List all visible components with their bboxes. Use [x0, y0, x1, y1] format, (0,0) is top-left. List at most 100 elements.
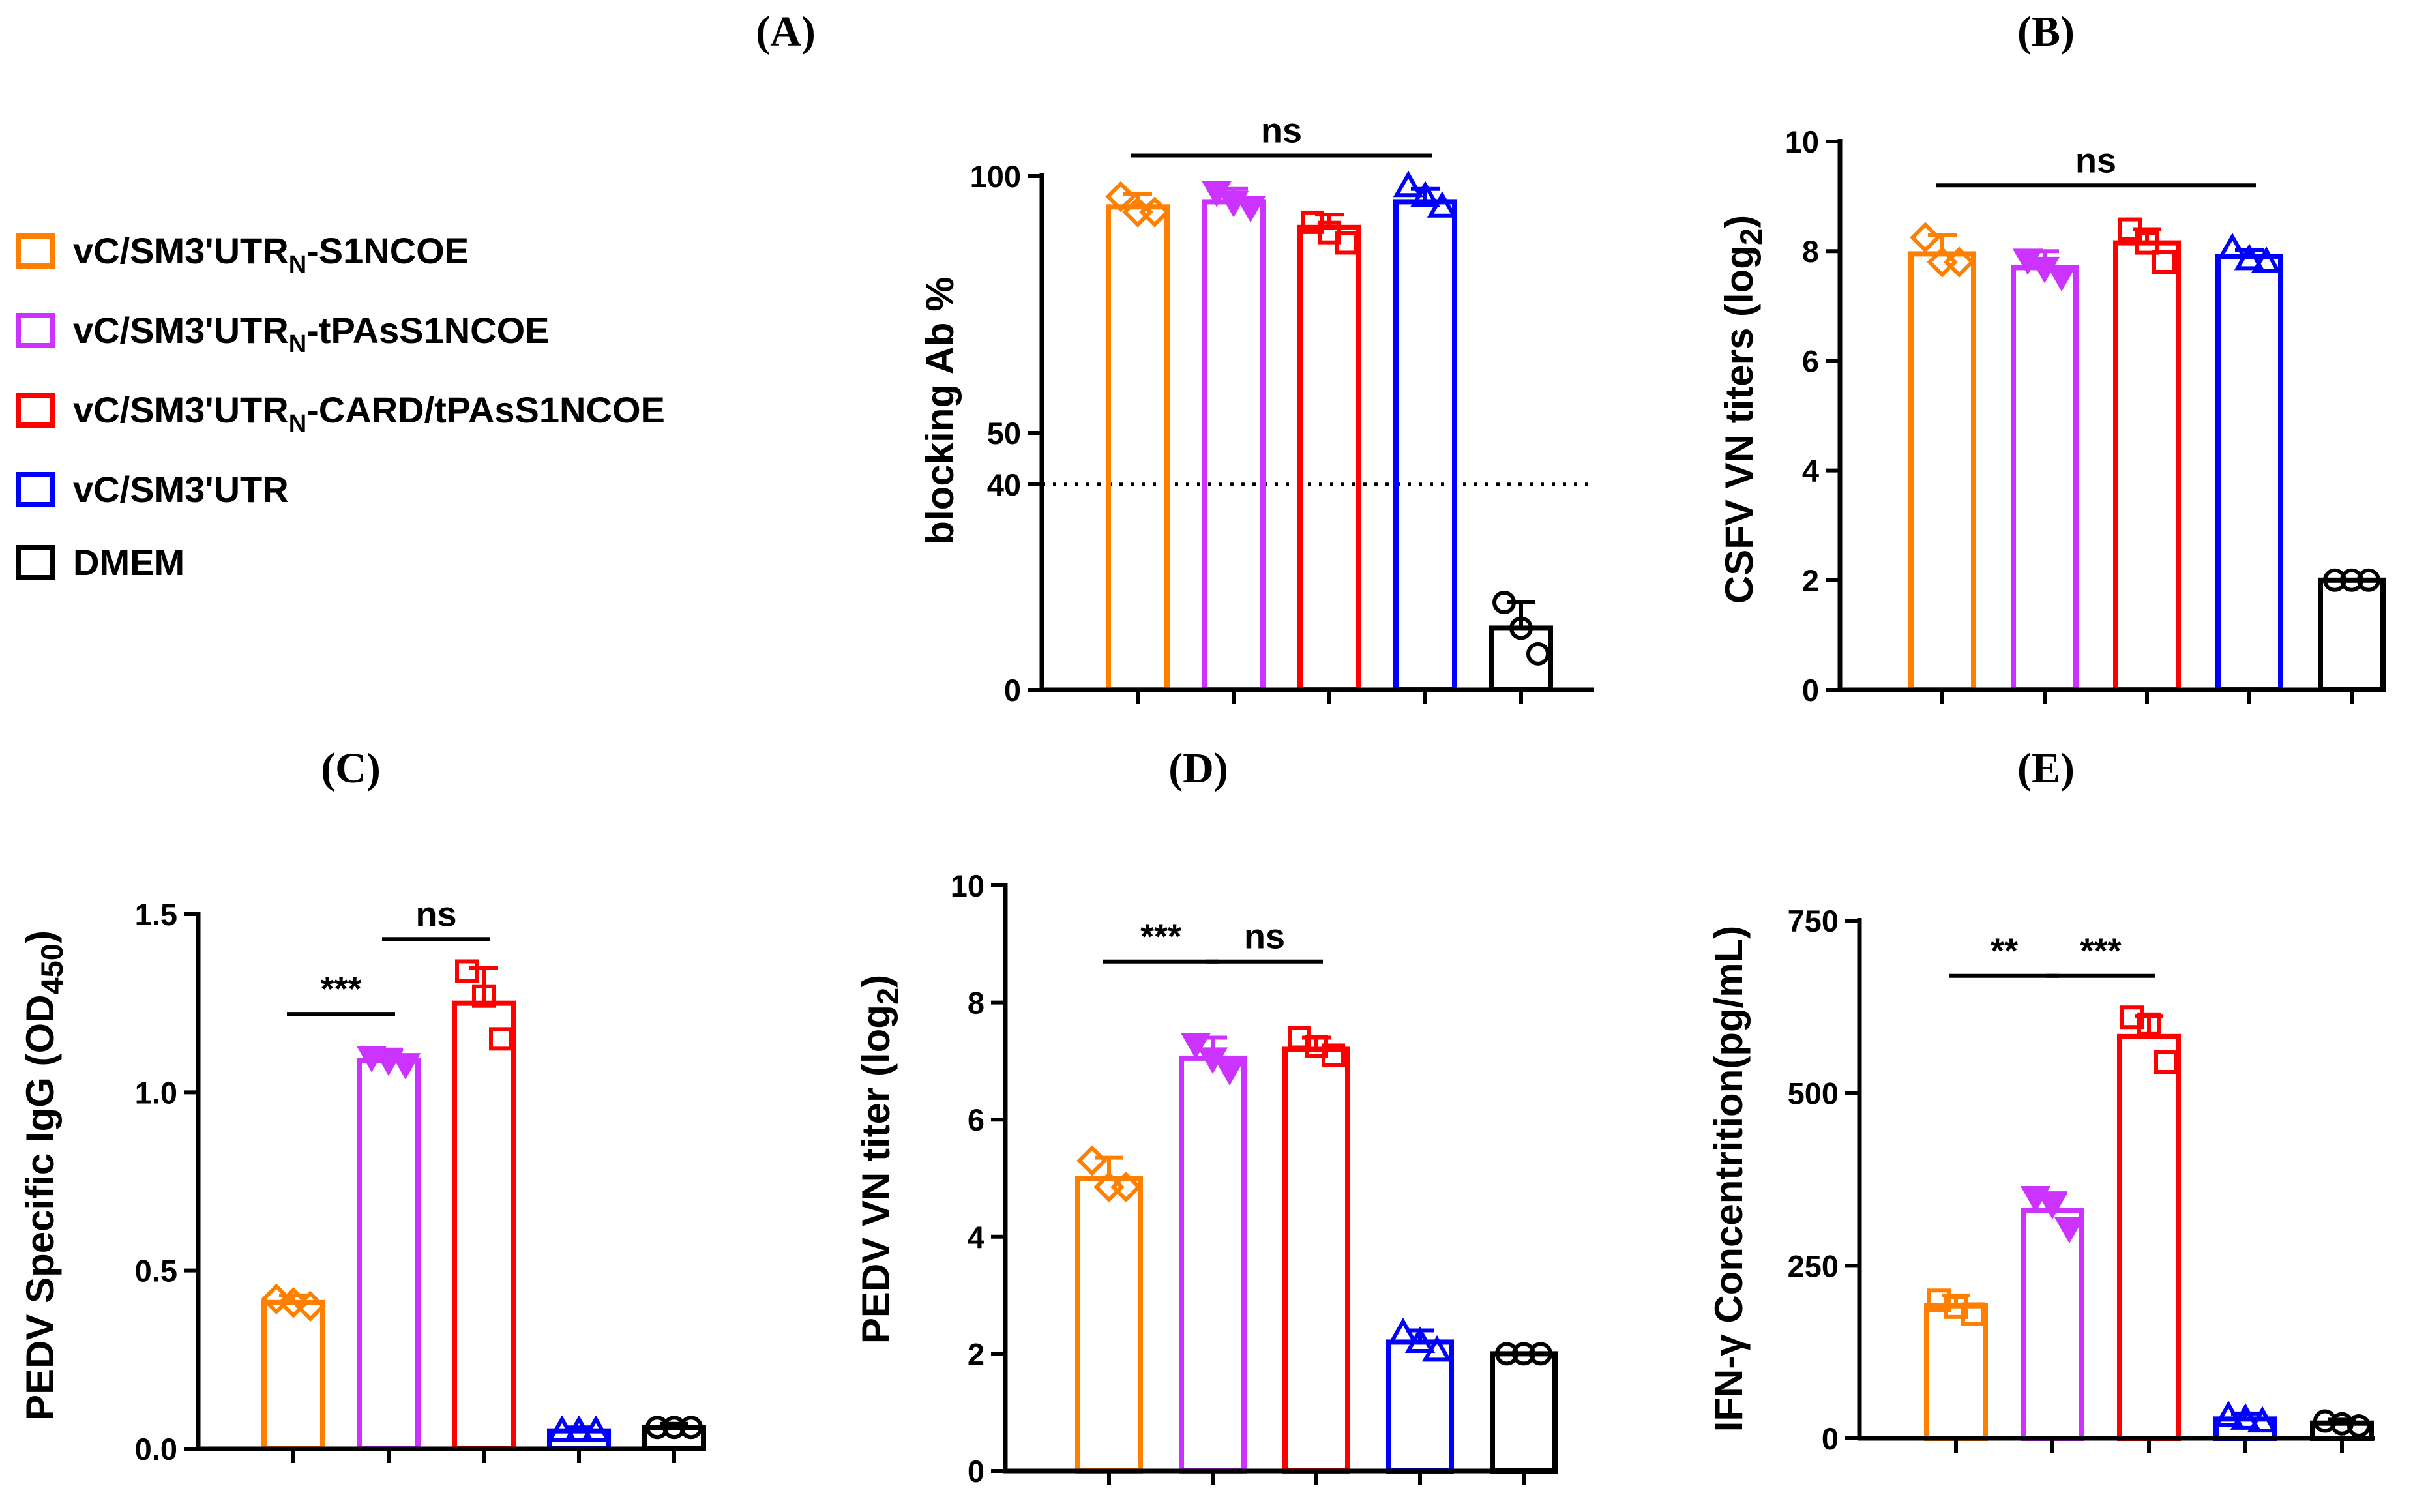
legend-text-1: vC/SM3'UTRN-tPAsS1NCOE	[73, 310, 550, 358]
panel-d-sig-labels: *** ns	[1140, 917, 1285, 956]
panel-c-point-0-0	[261, 1283, 292, 1315]
panel-a-point-2-2	[1335, 231, 1358, 255]
panel-d-plot	[991, 883, 1558, 1485]
panel-e-ylabel: IFN-γ Concentrition(pg/mL)	[1707, 926, 1751, 1432]
panel-e-ytick-label-1: 250	[1788, 1249, 1839, 1283]
panel-b-bar-1	[2011, 265, 2079, 692]
panel-c-ytick-label-0: 0.0	[135, 1432, 177, 1466]
panel-b-point-3-1	[2234, 243, 2265, 271]
panel-c-tick-labels: 0.0 0.5 1.0 1.5	[135, 897, 177, 1466]
panel-c-point-4-2	[679, 1416, 703, 1440]
panel-c-point-2-0	[455, 959, 479, 983]
panel-b-sig-label-0: ns	[2075, 141, 2116, 180]
panel-b-point-3-2	[2251, 246, 2282, 273]
panel-c-point-3-2	[580, 1415, 612, 1442]
panel-b-bar-0	[1908, 251, 1976, 692]
panel-e-bar-1	[2021, 1208, 2084, 1441]
panel-a-point-3-0	[1393, 170, 1424, 198]
panel-b-label: (B)	[2017, 8, 2075, 55]
panel-e-bar-2	[2117, 1033, 2181, 1441]
panel-a-bar-2	[1297, 224, 1361, 692]
panel-d-tick-labels: 0 2 4 6 8 10	[951, 868, 984, 1489]
panel-d-point-4-1	[1512, 1342, 1535, 1366]
panel-d-point-3-1	[1404, 1326, 1436, 1353]
panel-e-point-1-2	[2054, 1217, 2085, 1244]
panel-a-point-1-2	[1235, 196, 1266, 223]
panel-d-point-2-2	[1322, 1043, 1345, 1067]
panel-e-point-4-1	[2330, 1412, 2354, 1436]
panel-b-bar-2	[2113, 240, 2181, 692]
panel-c-point-4-0	[645, 1416, 669, 1440]
panel-a-sig-labels: ns	[1261, 111, 1302, 150]
panel-b-point-3-0	[2217, 232, 2248, 259]
legend-item-0: vC/SM3'UTRN-S1NCOE	[16, 230, 469, 278]
panel-b-point-4-2	[2357, 568, 2380, 592]
panel-d-ytick-label-4: 8	[968, 986, 984, 1020]
panel-e-sig-labels: ** ***	[1991, 932, 2122, 971]
panel-a-point-4-0	[1492, 591, 1516, 615]
panel-c-point-4-1	[662, 1416, 686, 1440]
legend-item-1: vC/SM3'UTRN-tPAsS1NCOE	[16, 310, 550, 358]
panel-b-sig-labels: ns	[2075, 141, 2116, 180]
panel-a: (A) blocking Ab % 0 40 50 100 ns	[756, 8, 1594, 707]
legend: vC/SM3'UTRN-S1NCOE vC/SM3'UTRN-tPAsS1NCO…	[16, 230, 665, 583]
panel-c-bar-0	[261, 1299, 325, 1452]
panel-e-point-1-1	[2037, 1193, 2068, 1220]
panel-a-point-4-2	[1526, 642, 1550, 666]
panel-d-ytick-label-3: 6	[968, 1103, 984, 1137]
panel-d-ytick-label-0: 0	[968, 1454, 984, 1489]
panel-a-ytick-label-2: 50	[987, 416, 1021, 451]
panel-d-point-3-0	[1387, 1317, 1419, 1344]
panel-e-point-2-0	[2120, 1005, 2144, 1030]
panel-b-ytick-label-4: 8	[1802, 234, 1819, 269]
panel-b-point-4-1	[2340, 568, 2363, 592]
panel-d-point-1-0	[1180, 1032, 1211, 1060]
panel-b-point-4-0	[2323, 568, 2346, 592]
panel-d-bar-1	[1179, 1055, 1247, 1474]
panel-b: (B) CSFV VN titers (log2) 0 2 4 6 8 10 n…	[1717, 8, 2386, 707]
panel-d-ylabel: PEDV VN titer (log2)	[854, 975, 905, 1344]
panel-c-bar-1	[357, 1058, 421, 1451]
panel-b-bar-3	[2215, 254, 2283, 692]
panel-d-ytick-label-5: 10	[951, 868, 984, 903]
panel-c-bar-2	[452, 1000, 516, 1451]
panel-b-ylabel: CSFV VN titers (log2)	[1717, 215, 1768, 604]
panel-e-point-3-0	[2213, 1401, 2244, 1427]
panel-a-plot	[1028, 153, 1594, 704]
panel-e-ytick-label-0: 0	[1822, 1421, 1839, 1456]
panel-b-bar-4	[2318, 577, 2386, 692]
panel-d-ytick-label-2: 4	[968, 1220, 984, 1254]
panel-e-ytick-label-2: 500	[1788, 1076, 1839, 1111]
panel-e-point-2-2	[2154, 1050, 2178, 1075]
panel-a-ytick-label-1: 40	[987, 467, 1021, 502]
panel-a-bar-1	[1202, 199, 1266, 692]
panel-a-ytick-label-3: 100	[970, 159, 1021, 194]
panel-c-sig-label-0: ***	[320, 970, 361, 1009]
panel-a-point-0-0	[1105, 181, 1136, 213]
panel-a-point-3-1	[1410, 181, 1441, 208]
panel-b-point-0-2	[1944, 246, 1975, 278]
legend-text-4: DMEM	[73, 542, 185, 583]
panel-d-bar-2	[1282, 1046, 1350, 1474]
panel-c-point-2-2	[489, 1027, 512, 1051]
panel-e-plot	[1845, 918, 2375, 1453]
panel-c-point-0-2	[295, 1290, 326, 1322]
panel-a-point-0-2	[1139, 196, 1170, 228]
panel-a-ytick-label-0: 0	[1004, 673, 1021, 707]
panel-e-ytick-label-3: 750	[1788, 904, 1839, 938]
panel-e-sig-label-1: ***	[2080, 932, 2121, 971]
panel-c-sig-label-1: ns	[415, 895, 456, 934]
panel-e-point-0-0	[1927, 1288, 1951, 1312]
panel-b-point-2-1	[2135, 231, 2159, 255]
panel-c-point-1-2	[390, 1053, 421, 1080]
panel-e-point-3-1	[2230, 1403, 2261, 1430]
panel-a-label: (A)	[756, 8, 816, 55]
panel-c-point-0-1	[278, 1287, 309, 1318]
panel-b-ytick-label-0: 0	[1802, 673, 1819, 707]
panel-e-point-4-2	[2347, 1414, 2371, 1438]
panel-c-label: (C)	[321, 745, 381, 792]
panel-c: (C) PEDV Specific IgG (OD450) 0.0 0.5 1.…	[18, 745, 706, 1466]
panel-d-point-0-0	[1076, 1145, 1108, 1176]
legend-item-2: vC/SM3'UTRN-CARD/tPAsS1NCOE	[16, 389, 665, 437]
